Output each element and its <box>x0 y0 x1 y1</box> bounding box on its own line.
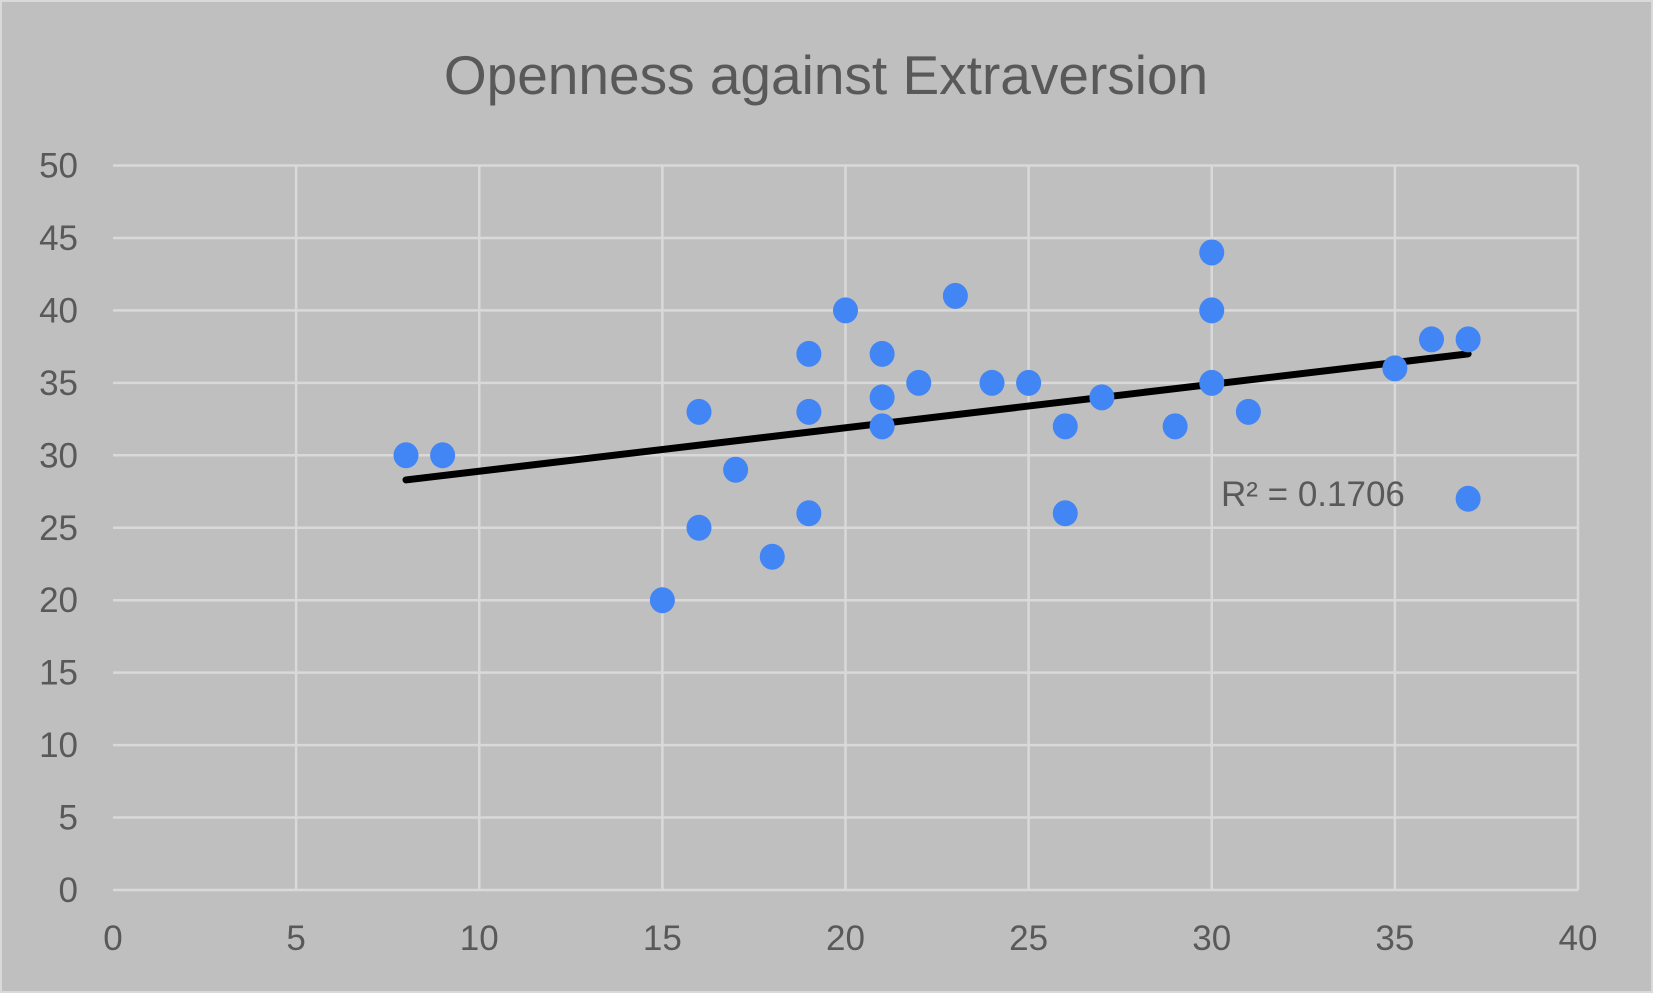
data-point <box>1199 369 1225 396</box>
x-tick-label: 20 <box>826 919 865 958</box>
x-tick-label: 10 <box>460 919 499 958</box>
data-point <box>942 282 968 309</box>
data-point <box>1382 355 1408 382</box>
x-tick-label: 0 <box>103 919 122 958</box>
data-point <box>649 587 675 614</box>
data-point <box>833 297 858 324</box>
data-points <box>393 239 1481 614</box>
data-point <box>686 514 712 541</box>
y-tick-label: 40 <box>39 291 78 330</box>
x-axis-ticks: 0 5 10 15 20 25 30 35 40 <box>103 919 1597 958</box>
data-point <box>796 500 822 527</box>
data-point <box>869 413 895 440</box>
data-point <box>906 369 932 396</box>
x-tick-label: 25 <box>1009 919 1048 958</box>
data-point <box>1419 326 1444 353</box>
data-point <box>1199 239 1225 266</box>
y-tick-label: 15 <box>39 654 78 693</box>
y-tick-label: 0 <box>59 871 78 910</box>
data-point <box>686 398 712 425</box>
data-point <box>796 340 822 367</box>
x-tick-label: 40 <box>1559 919 1598 958</box>
x-tick-label: 35 <box>1375 919 1414 958</box>
data-point <box>1052 500 1078 527</box>
data-point <box>1455 326 1481 353</box>
y-axis-ticks: 0 5 10 15 20 25 30 35 40 45 50 <box>39 147 78 911</box>
y-tick-label: 50 <box>39 147 78 186</box>
y-tick-label: 20 <box>39 581 78 620</box>
data-point <box>1162 413 1188 440</box>
y-tick-label: 30 <box>39 436 78 475</box>
data-point <box>1089 384 1115 411</box>
data-point <box>759 543 785 570</box>
trendline-group <box>402 350 1472 484</box>
data-point <box>1052 413 1078 440</box>
x-tick-label: 5 <box>286 919 305 958</box>
data-point <box>1455 485 1481 512</box>
data-point <box>393 442 419 469</box>
data-point <box>430 442 456 469</box>
data-point <box>1016 369 1042 396</box>
data-point <box>869 340 895 367</box>
y-tick-label: 5 <box>59 799 78 838</box>
data-point <box>1199 297 1225 324</box>
trendline <box>402 350 1472 484</box>
x-tick-label: 30 <box>1192 919 1231 958</box>
chart-title: Openness against Extraversion <box>444 44 1208 106</box>
y-tick-label: 25 <box>39 509 78 548</box>
data-point <box>869 384 895 411</box>
data-point <box>979 369 1005 396</box>
y-tick-label: 10 <box>39 726 78 765</box>
y-tick-label: 45 <box>39 219 78 258</box>
y-tick-label: 35 <box>39 364 78 403</box>
data-point <box>796 398 822 425</box>
data-point <box>723 456 749 483</box>
x-tick-label: 15 <box>643 919 682 958</box>
r-squared-label: R² = 0.1706 <box>1221 475 1405 514</box>
data-point <box>1235 398 1261 425</box>
